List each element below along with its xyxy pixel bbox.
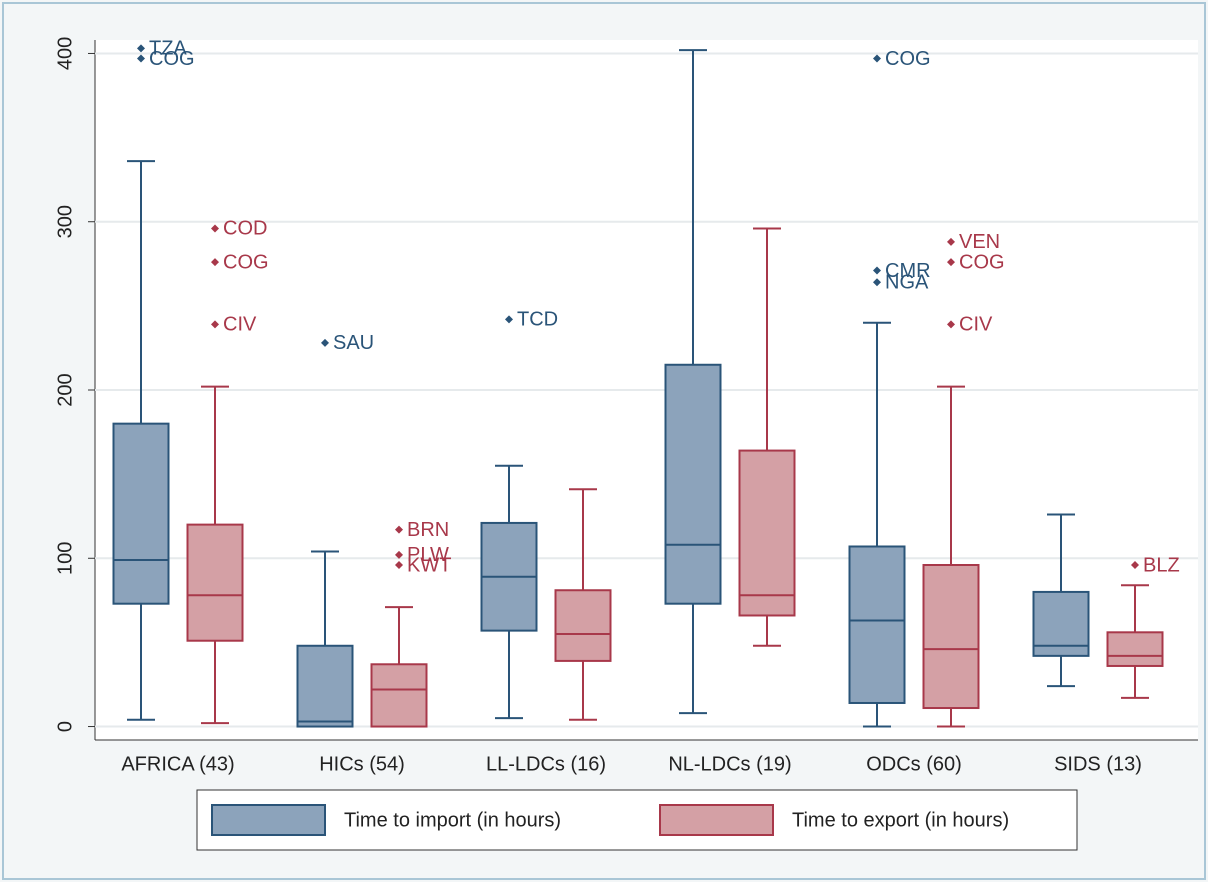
box	[112, 422, 170, 605]
outlier-label: TCD	[517, 309, 558, 331]
outlier-label: PLW	[407, 544, 449, 566]
y-tick-label: 0	[54, 721, 76, 732]
outlier-label: COD	[223, 218, 267, 240]
outlier-label: COG	[223, 251, 269, 273]
x-tick-label: AFRICA (43)	[121, 753, 234, 775]
box	[186, 523, 244, 642]
outlier	[947, 320, 955, 329]
legend	[196, 789, 1078, 851]
box	[554, 589, 612, 662]
y-tick-label: 100	[54, 542, 76, 575]
outlier	[211, 258, 219, 267]
x-tick-label: NL-LDCs (19)	[668, 753, 791, 775]
outlier-label: VEN	[959, 231, 1000, 253]
outlier-label: COG	[149, 48, 195, 70]
x-tick-label: SIDS (13)	[1054, 753, 1142, 775]
outlier-label: TZA	[149, 38, 187, 60]
outlier	[873, 278, 881, 287]
outlier	[947, 258, 955, 267]
outlier-label: BLZ	[1143, 554, 1180, 576]
outlier-label: KWT	[407, 554, 451, 576]
box	[1106, 631, 1164, 667]
outlier-label: NGA	[885, 272, 929, 294]
box	[738, 449, 796, 617]
outlier	[137, 44, 145, 53]
outlier-label: CIV	[223, 314, 257, 336]
outlier	[947, 237, 955, 246]
outlier	[505, 315, 513, 324]
x-tick-label: HICs (54)	[319, 753, 405, 775]
outlier	[211, 320, 219, 329]
outlier	[1131, 561, 1139, 569]
outlier	[873, 54, 881, 63]
box	[664, 363, 722, 605]
outlier-label: BRN	[407, 519, 449, 541]
outlier	[321, 338, 329, 347]
outlier	[395, 525, 403, 534]
box	[848, 545, 906, 704]
legend-label: Time to import (in hours)	[344, 809, 561, 831]
box	[922, 564, 980, 710]
outlier-label: CIV	[959, 314, 993, 336]
legend-swatch	[211, 804, 326, 836]
outlier	[211, 224, 219, 233]
y-tick-label: 200	[54, 373, 76, 406]
x-tick-label: LL-LDCs (16)	[486, 753, 606, 775]
outlier-label: COG	[959, 251, 1005, 273]
box	[296, 644, 354, 728]
outlier	[137, 54, 145, 63]
outlier	[395, 550, 403, 559]
outlier-label: CMR	[885, 260, 931, 282]
legend-label: Time to export (in hours)	[792, 809, 1009, 831]
y-tick-label: 400	[54, 37, 76, 70]
outlier	[873, 266, 881, 275]
outlier-label: SAU	[333, 332, 374, 354]
outlier-label: COG	[885, 48, 931, 70]
x-tick-label: ODCs (60)	[866, 753, 962, 775]
legend-swatch	[659, 804, 774, 836]
outlier	[395, 561, 403, 569]
y-tick-label: 300	[54, 205, 76, 238]
box	[370, 663, 428, 728]
